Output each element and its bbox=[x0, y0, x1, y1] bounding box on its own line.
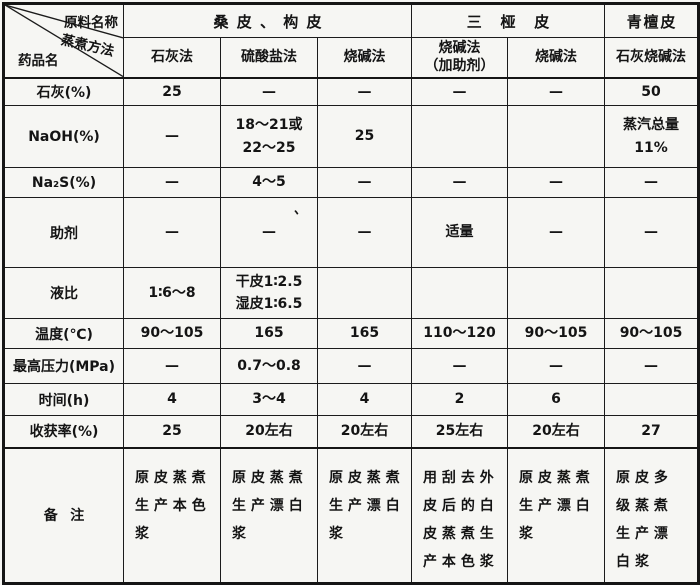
value-cell: 蒸汽总量11% bbox=[604, 105, 700, 168]
value-cell: 4 bbox=[123, 383, 221, 417]
value-cell: — bbox=[411, 167, 509, 198]
table-row-time: 时间(h) 4 3～4 4 2 6 bbox=[3, 383, 700, 417]
value-cell: 165 bbox=[316, 318, 413, 350]
value-cell bbox=[507, 267, 606, 320]
value-cell: — bbox=[316, 196, 413, 269]
value-cell: 165 bbox=[220, 318, 318, 350]
remark-cell: 原皮蒸煮生产本色浆 bbox=[123, 447, 221, 584]
value-cell: 0.7～0.8 bbox=[220, 348, 318, 385]
stray-ink-mark: 、 bbox=[293, 202, 309, 219]
row-label: 助剂 bbox=[3, 196, 124, 269]
value-cell: 2 bbox=[411, 383, 509, 417]
table-row-additive: 助剂 — — 、 — 适量 — — bbox=[3, 196, 700, 269]
material-group-row: 原料名称 蒸煮方法 药品名 桑皮、构皮 三桠皮 青檀皮 bbox=[3, 3, 700, 79]
remark-cell: 原皮蒸煮生产漂白浆 bbox=[316, 447, 413, 584]
value-cell: 20左右 bbox=[220, 415, 318, 449]
remark-cell: 原皮蒸煮生产漂白浆 bbox=[507, 447, 606, 584]
value-cell: 1∶6～8 bbox=[123, 267, 221, 320]
value-cell: 25 bbox=[123, 77, 221, 106]
value-cell: 20左右 bbox=[316, 415, 413, 449]
table-row-naoh: NaOH(%) — 18～21或 22～25 25 蒸汽总量11% bbox=[3, 105, 700, 168]
value-cell: — bbox=[123, 196, 221, 269]
value-cell: — bbox=[123, 105, 221, 168]
value-cell: — bbox=[604, 196, 700, 269]
table-row-max-pressure: 最高压力(MPa) — 0.7～0.8 — — — — bbox=[3, 348, 700, 385]
method-header-sulfate: 硫酸盐法 bbox=[220, 37, 318, 79]
method-header-soda-additive: 烧碱法 （加助剂） bbox=[411, 37, 509, 79]
value-cell: — bbox=[411, 348, 509, 385]
row-label: 备注 bbox=[3, 447, 124, 584]
method-header-lime-soda: 石灰烧碱法 bbox=[604, 37, 700, 79]
row-label: 温度(℃) bbox=[3, 318, 124, 350]
value-cell: — bbox=[123, 348, 221, 385]
value-cell bbox=[411, 105, 509, 168]
row-label: 收获率(%) bbox=[3, 415, 124, 449]
row-label: Na₂S(%) bbox=[3, 167, 124, 198]
value-cell bbox=[316, 267, 413, 320]
value-cell: 27 bbox=[604, 415, 700, 449]
value-cell: — bbox=[507, 77, 606, 106]
value-cell: — bbox=[507, 167, 606, 198]
value-cell: — 、 bbox=[220, 196, 318, 269]
row-label: NaOH(%) bbox=[3, 105, 124, 168]
value-cell: — bbox=[507, 348, 606, 385]
method-header-lime: 石灰法 bbox=[123, 37, 221, 79]
value-cell bbox=[411, 267, 509, 320]
corner-header-cell: 原料名称 蒸煮方法 药品名 bbox=[3, 3, 124, 79]
value-cell: 50 bbox=[604, 77, 700, 106]
row-label: 液比 bbox=[3, 267, 124, 320]
remark-cell: 原皮蒸煮生产漂白浆 bbox=[220, 447, 318, 584]
remark-cell: 用刮去外皮后的白皮蒸煮生产本色浆 bbox=[411, 447, 509, 584]
value-cell: 90～105 bbox=[123, 318, 221, 350]
value-cell: — bbox=[604, 167, 700, 198]
table-row-na2s: Na₂S(%) — 4～5 — — — — bbox=[3, 167, 700, 198]
value-cell: 25 bbox=[316, 105, 413, 168]
value-text: — bbox=[262, 224, 276, 241]
table-row-liquor-ratio: 液比 1∶6～8 干皮1∶2.5 湿皮1∶6.5 bbox=[3, 267, 700, 320]
value-cell: 25 bbox=[123, 415, 221, 449]
value-cell: — bbox=[316, 167, 413, 198]
material-group-mulberry-bark: 桑皮、构皮 bbox=[122, 3, 413, 38]
method-header-soda: 烧碱法 bbox=[316, 37, 413, 79]
row-label: 时间(h) bbox=[3, 383, 124, 417]
value-cell bbox=[507, 105, 606, 168]
value-cell: — bbox=[316, 77, 413, 106]
table-row-temperature: 温度(℃) 90～105 165 165 110～120 90～105 90～1… bbox=[3, 318, 700, 350]
value-cell: 干皮1∶2.5 湿皮1∶6.5 bbox=[220, 267, 318, 320]
value-cell: 4～5 bbox=[220, 167, 318, 198]
value-cell: 4 bbox=[316, 383, 413, 417]
table-row-remarks: 备注 原皮蒸煮生产本色浆 原皮蒸煮生产漂白浆 原皮蒸煮生产漂白浆 用刮去外皮后的… bbox=[3, 447, 700, 584]
table-row-yield: 收获率(%) 25 20左右 20左右 25左右 20左右 27 bbox=[3, 415, 700, 449]
method-header-soda-2: 烧碱法 bbox=[507, 37, 606, 79]
row-label: 最高压力(MPa) bbox=[3, 348, 124, 385]
material-group-sanya-bark: 三桠皮 bbox=[411, 3, 606, 38]
value-cell: — bbox=[220, 77, 318, 106]
remark-cell: 原皮多级蒸煮生产漂白浆 bbox=[604, 447, 700, 584]
diagonal-divider-lines bbox=[5, 5, 123, 76]
value-cell: 90～105 bbox=[507, 318, 606, 350]
value-cell: 90～105 bbox=[604, 318, 700, 350]
method-header-row: 石灰法 硫酸盐法 烧碱法 烧碱法 （加助剂） 烧碱法 石灰烧碱法 bbox=[4, 37, 700, 79]
corner-chemical-label: 药品名 bbox=[18, 52, 59, 69]
table-row-lime: 石灰(%) 25 — — — — 50 bbox=[3, 77, 700, 106]
corner-raw-material-label: 原料名称 bbox=[64, 15, 118, 31]
value-cell: 110～120 bbox=[411, 318, 509, 350]
value-cell bbox=[604, 383, 700, 417]
row-label: 石灰(%) bbox=[3, 77, 124, 106]
value-cell: 适量 bbox=[411, 196, 509, 269]
value-cell: 18～21或 22～25 bbox=[220, 105, 318, 168]
value-cell: — bbox=[507, 196, 606, 269]
value-cell: 6 bbox=[507, 383, 606, 417]
value-cell: 3～4 bbox=[220, 383, 318, 417]
value-cell: 25左右 bbox=[411, 415, 509, 449]
value-cell: — bbox=[123, 167, 221, 198]
value-cell: — bbox=[316, 348, 413, 385]
material-group-qingtan-bark: 青檀皮 bbox=[604, 3, 700, 38]
value-cell: 20左右 bbox=[507, 415, 606, 449]
value-cell bbox=[604, 267, 700, 320]
value-cell: — bbox=[411, 77, 509, 106]
value-cell: — bbox=[604, 348, 700, 385]
